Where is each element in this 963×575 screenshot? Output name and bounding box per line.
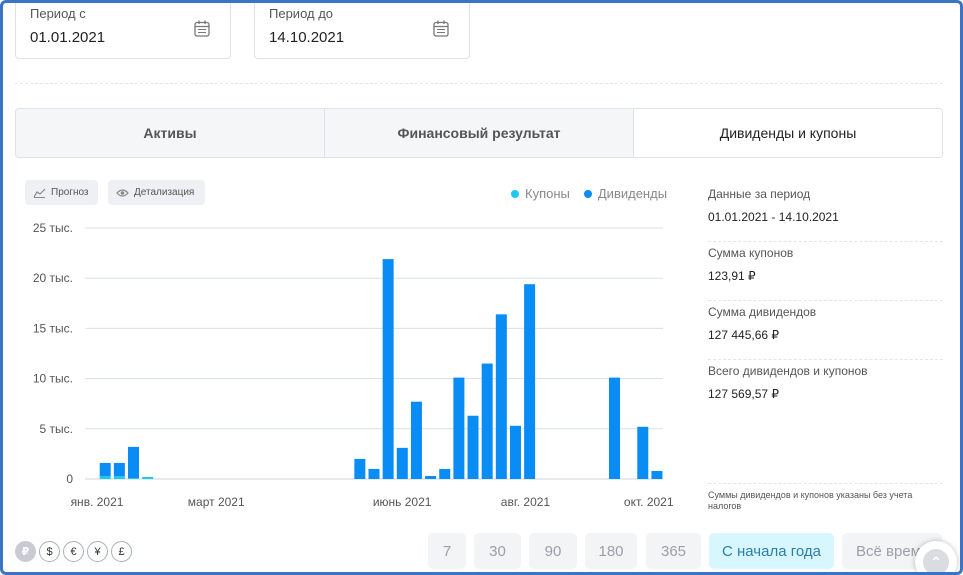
chart-icon xyxy=(33,188,46,198)
legend-coupons-label: Купоны xyxy=(525,186,570,201)
period-from-label: Период с xyxy=(30,6,86,21)
report-tabs: Активы Финансовый результат Дивиденды и … xyxy=(15,108,943,158)
dividends-sum-label: Сумма дивидендов xyxy=(708,305,817,319)
period-summary: Данные за период 01.01.2021 - 14.10.2021… xyxy=(708,183,943,419)
period-to-field[interactable]: Период до 14.10.2021 xyxy=(254,3,470,59)
dividend-bar xyxy=(651,470,663,479)
y-tick-label: 0 xyxy=(66,472,73,486)
total-sum-value: 127 569,57 ₽ xyxy=(708,387,780,401)
dividends-sum-value: 127 445,66 ₽ xyxy=(708,328,780,342)
x-tick-label: март 2021 xyxy=(188,495,245,509)
dividend-bar xyxy=(608,377,620,479)
calendar-icon[interactable] xyxy=(433,20,449,37)
dividend-bar xyxy=(354,458,366,479)
period-to-label: Период до xyxy=(269,6,334,21)
dividend-bar xyxy=(113,462,125,476)
total-sum-label: Всего дивидендов и купонов xyxy=(708,364,868,378)
x-tick-label: авг. 2021 xyxy=(501,495,551,509)
period-365-button[interactable]: 365 xyxy=(646,533,701,569)
coupon-bar xyxy=(128,477,140,479)
period-7-button[interactable]: 7 xyxy=(428,533,466,569)
tab-financial-result[interactable]: Финансовый результат xyxy=(325,109,634,157)
period-summary-value: 01.01.2021 - 14.10.2021 xyxy=(708,210,839,224)
currency-cny-button[interactable]: ¥ xyxy=(87,541,108,562)
dividend-bar xyxy=(453,377,465,479)
dividend-bar xyxy=(128,446,140,478)
calendar-icon[interactable] xyxy=(194,20,210,37)
detail-button[interactable]: Детализация xyxy=(108,180,205,205)
dividend-bar xyxy=(495,314,507,479)
period-all-time-button[interactable]: Всё время xyxy=(842,533,942,569)
y-tick-label: 25 тыс. xyxy=(33,221,73,235)
dividend-bar xyxy=(524,284,536,479)
dividend-bar xyxy=(425,475,437,479)
dividend-bar xyxy=(382,259,394,479)
dividend-bar xyxy=(481,363,493,479)
forecast-button[interactable]: Прогноз xyxy=(25,180,98,205)
y-tick-label: 10 тыс. xyxy=(33,372,73,386)
period-ytd-button[interactable]: С начала года xyxy=(709,533,834,569)
dividend-bar xyxy=(368,468,380,479)
detail-label: Детализация xyxy=(134,187,195,198)
legend-dividends[interactable]: Дивиденды xyxy=(583,186,668,201)
tax-note: Суммы дивидендов и купонов указаны без у… xyxy=(708,483,943,512)
currency-eur-button[interactable]: € xyxy=(63,541,84,562)
forecast-label: Прогноз xyxy=(51,187,89,198)
currency-usd-button[interactable]: $ xyxy=(39,541,60,562)
chart-legend: Купоны Дивиденды xyxy=(511,186,667,201)
dividend-bar xyxy=(509,425,521,479)
period-180-button[interactable]: 180 xyxy=(585,533,637,569)
period-summary-label: Данные за период xyxy=(708,187,811,201)
section-divider xyxy=(15,83,943,84)
summary-total: Всего дивидендов и купонов 127 569,57 ₽ xyxy=(708,364,943,419)
dividend-bar xyxy=(637,426,649,479)
x-tick-label: янв. 2021 xyxy=(71,495,124,509)
coupon-bar xyxy=(142,476,154,479)
currency-gbp-button[interactable]: £ xyxy=(111,541,132,562)
dividend-bar xyxy=(396,447,408,479)
eye-icon xyxy=(116,188,129,197)
coupon-bar xyxy=(113,475,125,479)
dividend-bar xyxy=(410,401,422,479)
chevron-up-icon: ⌃ xyxy=(923,549,949,572)
y-tick-label: 15 тыс. xyxy=(33,321,73,335)
period-from-value: 01.01.2021 xyxy=(30,29,106,46)
period-90-button[interactable]: 90 xyxy=(529,533,577,569)
legend-dividends-label: Дивиденды xyxy=(597,186,668,201)
currency-rub-button[interactable]: ₽ xyxy=(15,541,36,562)
summary-dividends: Сумма дивидендов 127 445,66 ₽ xyxy=(708,305,943,360)
period-from-field[interactable]: Период с 01.01.2021 xyxy=(15,3,231,59)
x-tick-label: июнь 2021 xyxy=(373,495,432,509)
dividends-chart: 0 5 тыс. 10 тыс. 15 тыс. 20 тыс. 25 тыс. янв. … xyxy=(33,221,674,509)
scroll-to-top-button[interactable]: ⌃ xyxy=(915,541,957,572)
coupon-bar xyxy=(99,475,111,479)
summary-period: Данные за период 01.01.2021 - 14.10.2021 xyxy=(708,187,943,242)
period-30-button[interactable]: 30 xyxy=(474,533,521,569)
summary-coupons: Сумма купонов 123,91 ₽ xyxy=(708,246,943,301)
y-tick-label: 5 тыс. xyxy=(40,422,73,436)
x-tick-label: окт. 2021 xyxy=(624,495,674,509)
legend-coupons[interactable]: Купоны xyxy=(511,186,570,201)
y-tick-label: 20 тыс. xyxy=(33,271,73,285)
tab-dividends-coupons[interactable]: Дивиденды и купоны xyxy=(634,109,942,157)
dividend-bar xyxy=(467,415,479,479)
coupons-sum-value: 123,91 ₽ xyxy=(708,269,756,283)
coupons-sum-label: Сумма купонов xyxy=(708,246,794,260)
period-to-value: 14.10.2021 xyxy=(269,29,345,46)
dividend-bar xyxy=(439,468,451,479)
dividends-dot xyxy=(583,189,592,198)
dividend-bar xyxy=(99,462,111,476)
tab-assets[interactable]: Активы xyxy=(16,109,325,157)
coupons-dot xyxy=(511,189,519,198)
